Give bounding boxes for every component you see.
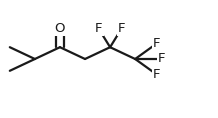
Text: F: F: [118, 22, 125, 35]
Text: F: F: [153, 68, 160, 81]
Text: F: F: [153, 37, 160, 50]
Text: O: O: [55, 22, 65, 35]
Text: F: F: [158, 53, 165, 65]
Text: F: F: [95, 22, 102, 35]
